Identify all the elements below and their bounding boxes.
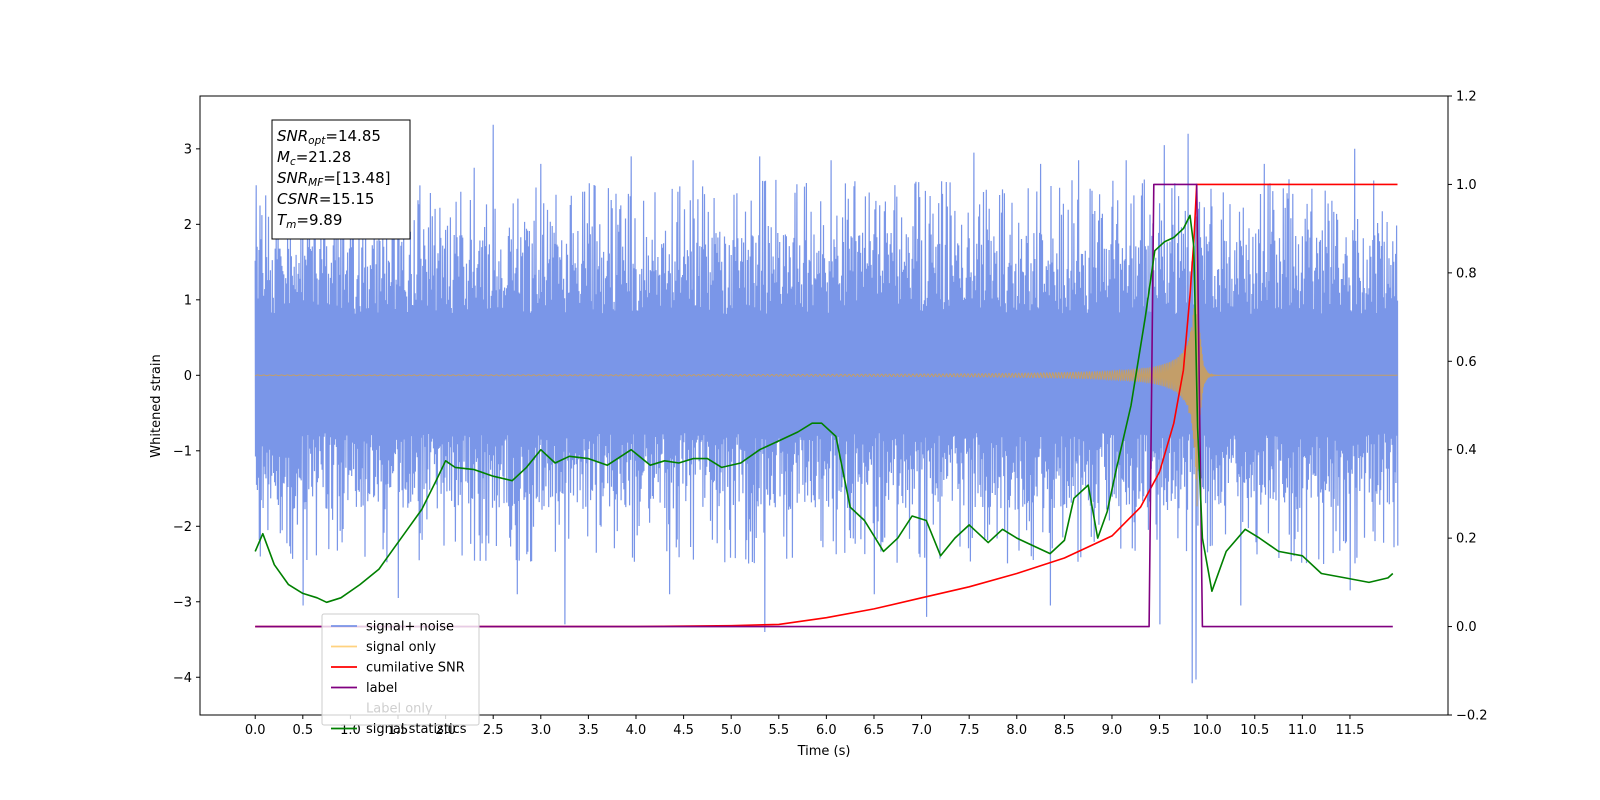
- series-signal-statistics-line: [254, 214, 1394, 604]
- x-tick-label: 2.0: [435, 723, 456, 738]
- series-label-line: [255, 183, 1393, 628]
- y-tick-label-right: 1.0: [1456, 178, 1477, 193]
- x-tick-label: 4.0: [626, 723, 647, 738]
- x-tick-label: 5.0: [721, 723, 742, 738]
- annotation-line: SNRopt=14.85: [277, 127, 381, 147]
- x-tick-label: 8.5: [1054, 723, 1075, 738]
- y-tick-label-left: −1: [173, 444, 192, 459]
- y-axis-label: Whitened strain: [149, 354, 164, 457]
- y-tick-label-right: −0.2: [1456, 709, 1488, 724]
- legend-label: cumilative SNR: [366, 661, 465, 676]
- annotation-line: CSNR=15.15: [277, 190, 374, 208]
- x-axis-label: Time (s): [797, 744, 851, 759]
- series-signal-noise-line: [254, 124, 1399, 684]
- y-tick-label-right: 0.4: [1456, 443, 1477, 458]
- x-tick-label: 9.5: [1149, 723, 1170, 738]
- x-tick-label: 0.5: [292, 723, 313, 738]
- y-tick-label-left: 2: [184, 218, 192, 233]
- x-tick-label: 8.0: [1006, 723, 1027, 738]
- y-tick-label-right: 0.6: [1456, 355, 1477, 370]
- x-tick-label: 1.5: [388, 723, 409, 738]
- annotation-box: SNRopt=14.85Mc=21.28SNRMF=[13.48]CSNR=15…: [271, 119, 411, 240]
- legend-label: signal only: [366, 640, 436, 655]
- x-tick-label: 11.0: [1288, 723, 1317, 738]
- x-tick-label: 1.0: [340, 723, 361, 738]
- annotation-line: Tm=9.89: [277, 211, 342, 231]
- x-tick-label: 4.5: [673, 723, 694, 738]
- y-tick-label-left: 3: [184, 142, 192, 157]
- y-tick-label-left: −3: [173, 595, 192, 610]
- x-tick-label: 0.0: [245, 723, 266, 738]
- y-tick-label-left: 1: [184, 293, 192, 308]
- x-tick-label: 3.5: [578, 723, 599, 738]
- x-tick-label: 10.0: [1193, 723, 1222, 738]
- x-tick-label: 3.0: [530, 723, 551, 738]
- y-tick-label-right: 1.2: [1456, 90, 1477, 105]
- annotation-frame: [271, 119, 411, 240]
- x-tick-label: 6.5: [864, 723, 885, 738]
- y-tick-label-left: −2: [173, 520, 192, 535]
- legend-frame: [321, 613, 480, 726]
- y-tick-label-right: 0.8: [1456, 266, 1477, 281]
- y-tick-label-right: 0.0: [1456, 620, 1477, 635]
- legend-label: Label only: [366, 702, 433, 717]
- legend-label: signal statistics: [366, 722, 467, 737]
- x-tick-label: 2.5: [483, 723, 504, 738]
- x-tick-label: 5.5: [768, 723, 789, 738]
- legend-label: label: [366, 681, 397, 696]
- series-signal-only-line: [255, 224, 1398, 507]
- axes-frame: [199, 95, 1449, 716]
- legend-label: signal+ noise: [366, 620, 454, 635]
- x-tick-label: 10.5: [1240, 723, 1269, 738]
- y-tick-label-left: 0: [184, 369, 192, 384]
- annotation-line: SNRMF=[13.48]: [277, 169, 391, 189]
- legend: signal+ noise signal only cumilative SNR la…: [321, 613, 480, 737]
- x-tick-label: 9.0: [1102, 723, 1123, 738]
- plot-area: [254, 124, 1399, 684]
- x-tick-label: 7.5: [959, 723, 980, 738]
- annotation-line: Mc=21.28: [277, 148, 351, 168]
- axis-ticks: 0.0 0.5 1.0 1.5 2.0 2.5 3.0 3.5 4.0 4.5 5.0 5.5 6.0 6…: [173, 90, 1488, 739]
- x-tick-label: 7.0: [911, 723, 932, 738]
- y-tick-label-right: 0.2: [1456, 532, 1477, 547]
- y-tick-label-left: −4: [173, 671, 192, 686]
- x-tick-label: 6.0: [816, 723, 837, 738]
- x-tick-label: 11.5: [1335, 723, 1364, 738]
